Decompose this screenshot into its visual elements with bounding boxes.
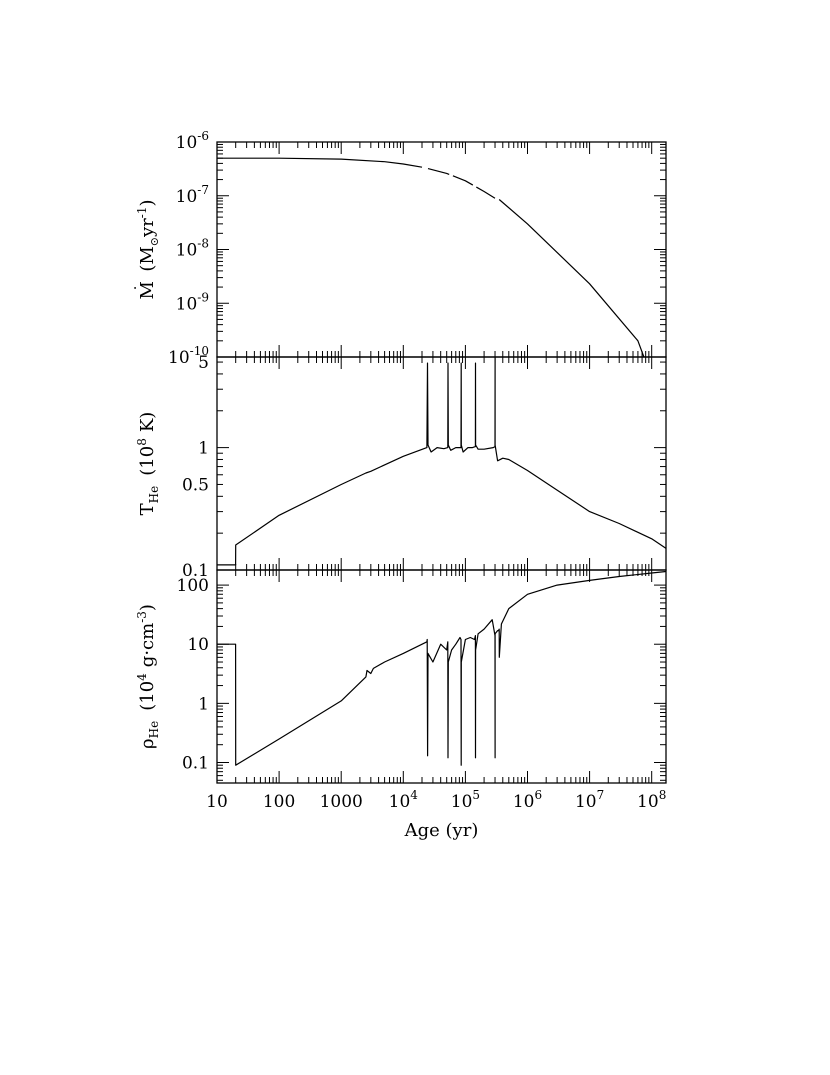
y-axis-label: ρHe(104g·cm-3) — [135, 604, 161, 749]
x-tick-label: 107 — [575, 788, 604, 812]
y-tick-label: 10 — [187, 635, 209, 655]
the-panel: 5 1 0.5 0.1 THe(108K) — [135, 353, 667, 581]
x-tick-label: 100 — [263, 792, 295, 812]
y-tick-label: 10-6 — [176, 129, 209, 153]
series-line — [217, 157, 423, 168]
y-tick-label: 1 — [198, 694, 209, 714]
series-line — [217, 570, 667, 766]
x-tick-label: 1000 — [320, 792, 363, 812]
y-tick-label: 5 — [198, 353, 209, 373]
x-axis-label: Age (yr) — [404, 820, 479, 841]
x-tick-label: 104 — [389, 788, 419, 812]
y-axis-label: THe(108K) — [135, 412, 161, 516]
y-tick-label: 10-9 — [176, 290, 209, 314]
mdot-panel: 10-6 10-7 10-8 10-9 10-10 M·(M⊙yr-1) — [128, 129, 667, 368]
y-tick-label: 10-10 — [168, 344, 209, 368]
y-tick-label: 0.1 — [182, 561, 209, 581]
x-tick-label: 106 — [513, 788, 542, 812]
plot-frame — [216, 356, 667, 571]
y-tick-label: 0.1 — [182, 753, 209, 773]
y-tick-label: 100 — [177, 576, 209, 596]
x-tick-label: 105 — [451, 788, 480, 812]
y-tick-label: 0.5 — [182, 475, 209, 495]
y-tick-label: 10-8 — [176, 237, 209, 261]
x-tick-label: 10 — [206, 792, 228, 812]
y-axis-label: M·(M⊙yr-1) — [128, 199, 161, 299]
y-tick-label: 10-7 — [176, 183, 209, 207]
series-line — [427, 168, 496, 199]
y-tick-label: 1 — [198, 439, 209, 459]
x-tick-label: 108 — [637, 788, 666, 812]
series-line — [498, 199, 645, 358]
plot-frame — [216, 569, 667, 784]
rhohe-panel: 100 10 1 0.1 10 100 1000 104 105 106 107 108 Age (yr… — [135, 569, 667, 841]
plot-frame — [216, 141, 667, 358]
series-line — [217, 356, 667, 566]
